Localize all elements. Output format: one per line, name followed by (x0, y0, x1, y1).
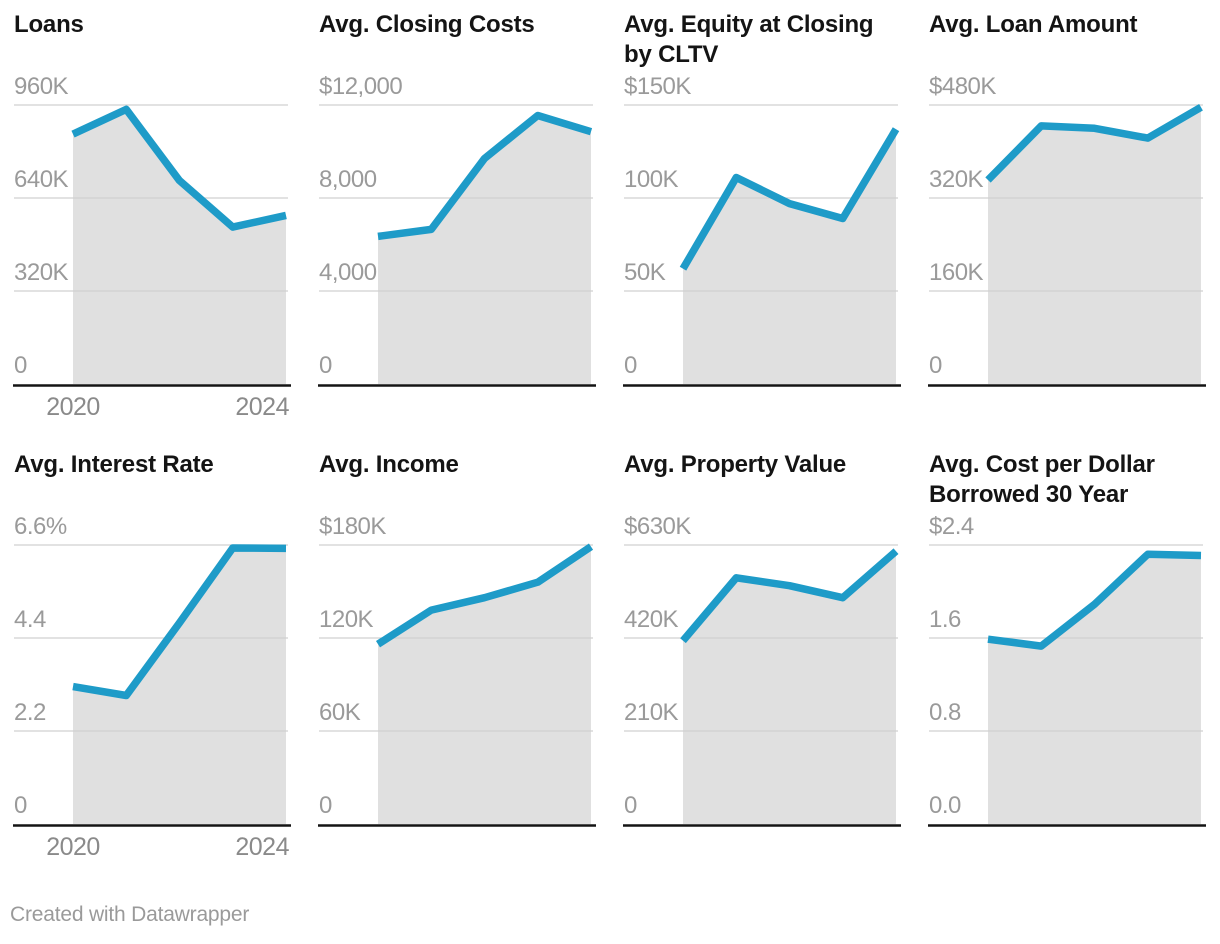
chart-title: Loans (14, 11, 84, 38)
attribution-text: Created with Datawrapper (10, 903, 250, 926)
y-tick-label: 210K (624, 699, 679, 726)
y-tick-label: 120K (319, 606, 374, 633)
chart-title: Avg. Loan Amount (929, 11, 1138, 38)
trend-line (377, 111, 593, 241)
trend-line (987, 550, 1202, 650)
chart-title: Avg. Interest Rate (14, 451, 214, 478)
trend-line (680, 548, 899, 644)
y-tick-label: 960K (14, 73, 69, 100)
x-tick-label: 2024 (235, 833, 289, 861)
y-tick-label: 160K (929, 259, 984, 286)
y-tick-label: 50K (624, 259, 666, 286)
chart-panel: Avg. Equity at Closing by CLTV $150K 100K… (610, 0, 915, 440)
chart-title: Avg. Property Value (624, 451, 847, 478)
chart-title: Avg. Equity at Closing by CLTV (624, 11, 874, 68)
y-tick-label: 320K (14, 259, 69, 286)
y-tick-label: $480K (929, 73, 996, 100)
area-fill (988, 554, 1201, 824)
y-tick-label: 0 (624, 792, 637, 819)
y-tick-label: 6.6% (14, 513, 67, 540)
y-tick-label: 0 (14, 792, 27, 819)
chart-title: Avg. Closing Costs (319, 11, 535, 38)
chart-title: Avg. Cost per Dollar Borrowed 30 Year (929, 451, 1155, 508)
area-fill (683, 129, 896, 384)
y-tick-label: 60K (319, 699, 361, 726)
y-tick-label: 1.6 (929, 606, 961, 633)
chart-plot: $12,000 8,000 4,000 0 (318, 73, 596, 387)
y-tick-label: $2.4 (929, 513, 974, 540)
trend-line (71, 105, 287, 231)
area-fill (988, 107, 1201, 385)
chart-panel: Avg. Loan Amount $480K 320K 160K 0 (915, 0, 1220, 440)
chart-title: Avg. Income (319, 451, 459, 478)
small-multiples-grid: Loans 960K 640K 320K 0 2020 2024 Avg. Closing… (0, 0, 1220, 880)
chart-plot: $480K 320K 160K 0 (928, 73, 1206, 387)
chart-panel: Avg. Interest Rate 6.6% 4.4 2.2 0 2020 2024 (0, 440, 305, 880)
trend-line (375, 543, 594, 648)
y-tick-label: $150K (624, 73, 691, 100)
y-tick-label: 320K (929, 166, 984, 193)
trend-line (679, 127, 900, 271)
area-fill (73, 109, 286, 385)
chart-plot: 960K 640K 320K 0 2020 2024 (13, 73, 291, 421)
y-tick-label: 4.4 (14, 606, 46, 633)
y-tick-label: 0 (929, 352, 942, 379)
y-tick-label: 0 (624, 352, 637, 379)
trend-line (985, 104, 1203, 183)
trend-line (72, 544, 287, 700)
y-tick-label: $12,000 (319, 73, 402, 100)
y-tick-label: 0.8 (929, 699, 961, 726)
y-tick-label: 0.0 (929, 792, 961, 819)
chart-panel: Avg. Closing Costs $12,000 8,000 4,000 0 (305, 0, 610, 440)
y-tick-label: 8,000 (319, 166, 377, 193)
area-fill (378, 115, 591, 384)
chart-panel: Loans 960K 640K 320K 0 2020 2024 (0, 0, 305, 440)
chart-panel: Avg. Property Value $630K 420K 210K 0 (610, 440, 915, 880)
y-tick-label: 2.2 (14, 699, 46, 726)
chart-plot: $150K 100K 50K 0 (623, 73, 901, 387)
y-tick-label: 4,000 (319, 259, 377, 286)
y-tick-label: $180K (319, 513, 386, 540)
y-tick-label: 0 (319, 352, 332, 379)
chart-plot: $630K 420K 210K 0 (623, 513, 901, 827)
chart-plot: 6.6% 4.4 2.2 0 2020 2024 (13, 513, 291, 861)
y-tick-label: 640K (14, 166, 69, 193)
area-fill (378, 546, 591, 824)
y-tick-label: 0 (319, 792, 332, 819)
y-tick-label: 420K (624, 606, 679, 633)
y-tick-label: $630K (624, 513, 691, 540)
area-fill (683, 551, 896, 824)
chart-panel: Avg. Income $180K 120K 60K 0 (305, 440, 610, 880)
x-tick-label: 2020 (46, 393, 100, 421)
y-tick-label: 100K (624, 166, 679, 193)
area-fill (73, 548, 286, 824)
chart-plot: $2.4 1.6 0.8 0.0 (928, 513, 1206, 827)
x-tick-label: 2024 (235, 393, 289, 421)
x-tick-label: 2020 (46, 833, 100, 861)
chart-plot: $180K 120K 60K 0 (318, 513, 596, 827)
chart-panel: Avg. Cost per Dollar Borrowed 30 Year $2… (915, 440, 1220, 880)
y-tick-label: 0 (14, 352, 27, 379)
